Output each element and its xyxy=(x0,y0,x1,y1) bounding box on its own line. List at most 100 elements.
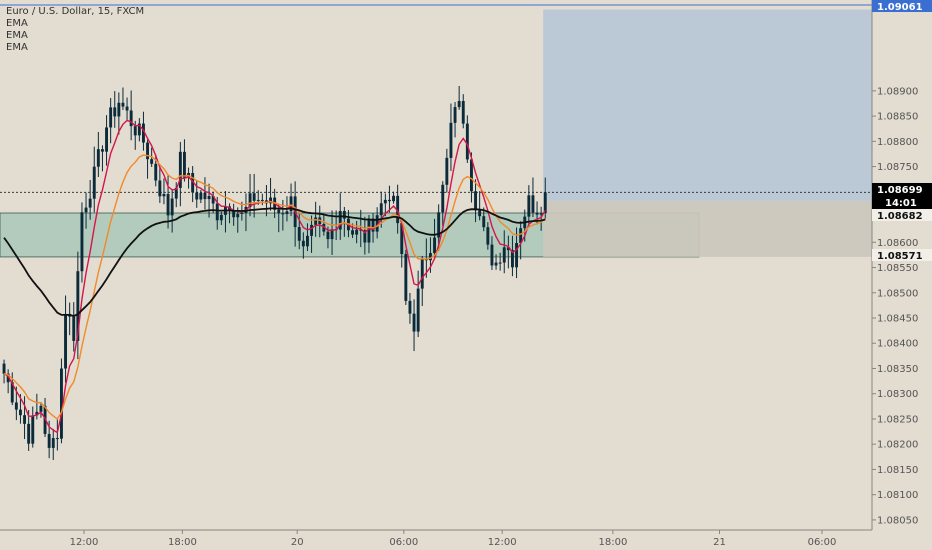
candle-body xyxy=(88,198,92,208)
candle-body xyxy=(392,195,395,202)
candle-body xyxy=(256,199,260,201)
legend-ema-3[interactable]: EMA xyxy=(6,42,28,53)
time-tick-label: 12:00 xyxy=(70,537,99,548)
candle xyxy=(137,118,141,142)
candle-body xyxy=(379,203,383,216)
candle xyxy=(109,97,113,144)
candle xyxy=(388,185,391,213)
candle xyxy=(84,192,88,229)
candle-body xyxy=(14,402,18,410)
candle-body xyxy=(404,254,408,301)
candle xyxy=(465,115,469,163)
legend-ema-2[interactable]: EMA xyxy=(6,30,28,41)
candle-body xyxy=(396,195,400,224)
candle xyxy=(453,102,457,138)
candle-body xyxy=(408,300,412,314)
candle-body xyxy=(461,101,465,124)
candle-body xyxy=(457,101,461,108)
candle-body xyxy=(27,423,31,444)
candle-body xyxy=(35,411,39,416)
candle-body xyxy=(486,227,490,245)
candle-body xyxy=(375,215,379,232)
legend[interactable]: Euro / U.S. Dollar, 15, FXCM EMA EMA EMA xyxy=(6,6,144,53)
candle-body xyxy=(84,207,88,213)
candle xyxy=(31,406,35,448)
candle-body xyxy=(76,271,80,341)
candle xyxy=(232,203,236,226)
candle xyxy=(207,183,211,218)
tag-level-mid: 1.08682 xyxy=(877,211,923,222)
candle-body xyxy=(453,107,457,123)
candle-body xyxy=(470,159,473,192)
candle-body xyxy=(301,240,305,247)
candle-body xyxy=(203,192,207,200)
candle xyxy=(367,215,371,254)
candle-body xyxy=(211,196,215,204)
candle xyxy=(478,191,482,221)
candle-body xyxy=(539,213,543,215)
candle xyxy=(129,90,133,141)
candle xyxy=(408,292,412,324)
candle-body xyxy=(207,196,211,200)
candle-body xyxy=(31,415,35,444)
legend-ema-1[interactable]: EMA xyxy=(6,18,28,29)
candle xyxy=(178,141,182,207)
candle xyxy=(60,358,63,444)
candle-body xyxy=(367,218,371,243)
candle xyxy=(412,299,416,352)
candle-body xyxy=(543,192,547,214)
candle-body xyxy=(166,194,170,216)
candle xyxy=(64,295,67,383)
candle-body xyxy=(174,187,178,199)
candle-body xyxy=(215,203,219,221)
candle xyxy=(6,369,10,394)
candle xyxy=(498,252,502,271)
candle-body xyxy=(178,151,182,188)
candle-body xyxy=(232,211,236,218)
candle xyxy=(191,166,195,203)
candle xyxy=(461,94,465,129)
candle xyxy=(375,207,379,239)
candle-body xyxy=(19,409,22,416)
candle xyxy=(306,223,309,252)
candle-body xyxy=(482,216,486,228)
candle-body xyxy=(478,210,482,217)
time-tick-label: 18:00 xyxy=(168,537,197,548)
candle xyxy=(486,222,490,250)
zone-target xyxy=(543,9,872,201)
zones-layer xyxy=(0,9,872,258)
time-axis[interactable]: 12:00 18:00 20 06:00 12:00 18:00 21 06:00 xyxy=(70,530,837,548)
candle xyxy=(396,184,400,234)
candle xyxy=(400,220,404,268)
candle xyxy=(301,232,305,259)
tag-top: 1.09061 xyxy=(877,2,923,13)
zone-stop xyxy=(543,200,872,257)
candle-body xyxy=(55,438,59,440)
candle-body xyxy=(445,157,449,185)
candle-body xyxy=(183,151,186,178)
candle-body xyxy=(170,198,174,216)
candle xyxy=(2,359,6,384)
candle xyxy=(76,251,80,360)
ema-line-3 xyxy=(3,207,546,317)
candle-body xyxy=(142,123,145,143)
candle-body xyxy=(383,199,387,204)
price-tick-label: 1.08250 xyxy=(877,414,918,425)
tag-countdown: 14:01 xyxy=(885,198,917,209)
candle-body xyxy=(129,110,133,127)
candle xyxy=(121,87,125,110)
candle-body xyxy=(326,231,330,240)
candle-body xyxy=(162,194,166,197)
axis-layer xyxy=(0,0,873,531)
candle xyxy=(379,191,383,228)
candle xyxy=(105,115,108,166)
legend-symbol-title[interactable]: Euro / U.S. Dollar, 15, FXCM xyxy=(6,6,144,17)
candle-body xyxy=(474,191,477,211)
candle-body xyxy=(39,405,43,412)
candle-body xyxy=(310,224,313,236)
candle xyxy=(228,203,231,224)
tag-top-bg xyxy=(872,0,932,12)
candle xyxy=(23,396,26,440)
